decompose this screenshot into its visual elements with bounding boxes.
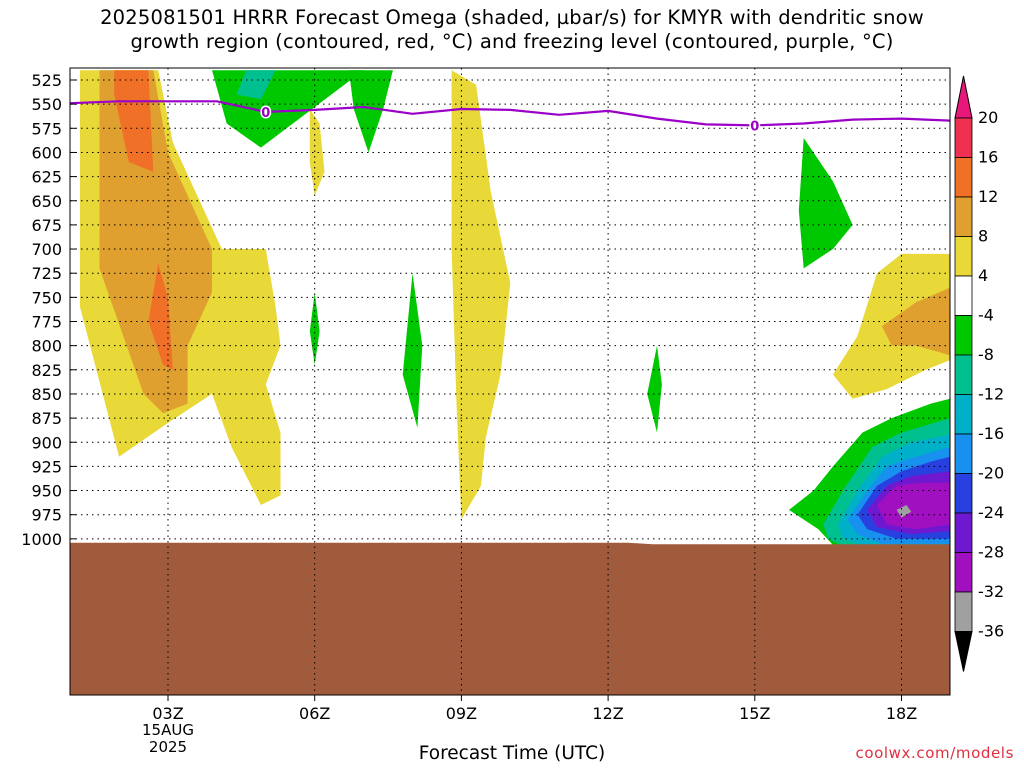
shaded-region-neg4	[647, 345, 662, 433]
y-tick-label: 625	[31, 168, 62, 187]
colorbar-swatch	[954, 315, 973, 356]
ground-fill	[70, 542, 950, 695]
colorbar-top-arrow	[954, 75, 973, 119]
y-tick-label: 550	[31, 95, 62, 114]
y-tick-label: 800	[31, 337, 62, 356]
shaded-region-neg4	[402, 273, 423, 428]
y-tick-label: 925	[31, 457, 62, 476]
colorbar-bottom-arrow	[954, 631, 973, 672]
colorbar-label: -4	[978, 306, 994, 325]
chart-title-line1: 2025081501 HRRR Forecast Omega (shaded, …	[100, 6, 924, 29]
colorbar-swatch	[954, 512, 973, 553]
freezing-level-contour-label: 0	[261, 106, 270, 121]
y-tick-label: 1000	[21, 530, 62, 549]
y-tick-label: 650	[31, 192, 62, 211]
shaded-region-pos12	[148, 263, 173, 370]
shaded-region-neg4	[348, 70, 393, 153]
colorbar-swatch	[954, 473, 973, 514]
plot-frame	[69, 67, 951, 696]
shaded-region-neg28	[877, 482, 950, 530]
freezing-level-contour: 00	[70, 100, 951, 136]
colorbar-label: 12	[978, 187, 998, 206]
x-tick-label: 12Z	[592, 704, 623, 723]
x-tick-label: 18Z	[886, 704, 917, 723]
y-tick-label: 575	[31, 119, 62, 138]
omega-shading	[80, 70, 950, 551]
colorbar: 20 16 12 8 4 -4 -8 -12 -16 -20 -24 -28 -32 -36	[954, 75, 1004, 672]
colorbar-label: -32	[978, 582, 1004, 601]
freezing-level-line	[70, 100, 951, 127]
y-tick-label: 975	[31, 506, 62, 525]
x-tick-label: 15Z	[739, 704, 770, 723]
date-label-year: 2025	[148, 738, 188, 756]
x-tick-label: 03Z	[152, 704, 183, 723]
colorbar-label: 16	[978, 148, 998, 167]
y-tick-label: 950	[31, 482, 62, 501]
x-axis: 03Z 06Z 09Z 12Z 15Z 18Z	[152, 695, 917, 723]
colorbar-label: 4	[978, 266, 988, 285]
y-axis: 525 550 575 600 625 650 675 700 725 750 775 800 825 8…	[21, 71, 76, 549]
y-tick-label: 525	[31, 71, 62, 90]
y-tick-label: 875	[31, 409, 62, 428]
colorbar-label: -20	[978, 464, 1004, 483]
y-tick-label: 675	[31, 216, 62, 235]
shaded-region-neg4	[798, 138, 853, 269]
credit-link[interactable]: coolwx.com/models	[855, 744, 1014, 762]
colorbar-label: -12	[978, 385, 1004, 404]
shaded-region-neg4	[309, 292, 320, 365]
shaded-region-neg32	[896, 505, 912, 518]
date-label: 15AUG 2025	[120, 722, 216, 756]
colorbar-label: 20	[978, 108, 998, 127]
colorbar-swatch	[954, 394, 973, 435]
date-label-day: 15AUG	[142, 721, 194, 739]
x-tick-label: 06Z	[299, 704, 330, 723]
colorbar-label: 8	[978, 227, 988, 246]
grid-lines	[70, 68, 950, 695]
y-tick-label: 825	[31, 361, 62, 380]
colorbar-swatch	[954, 117, 973, 158]
y-tick-label: 725	[31, 264, 62, 283]
y-tick-label: 600	[31, 143, 62, 162]
colorbar-label: -24	[978, 503, 1004, 522]
chart-title: 2025081501 HRRR Forecast Omega (shaded, …	[0, 6, 1024, 54]
chart-title-line2: growth region (contoured, red, °C) and f…	[130, 30, 894, 53]
shaded-region-neg8	[236, 70, 276, 100]
y-tick-label: 775	[31, 313, 62, 332]
colorbar-swatch	[954, 236, 973, 277]
freezing-level-contour-label: 0	[750, 119, 759, 134]
shaded-region-pos12	[114, 70, 154, 172]
colorbar-swatch	[954, 591, 973, 632]
colorbar-label: -16	[978, 424, 1004, 443]
colorbar-swatch	[954, 275, 973, 316]
y-tick-label: 750	[31, 288, 62, 307]
x-tick-label: 09Z	[446, 704, 477, 723]
y-tick-label: 850	[31, 385, 62, 404]
ground-layer	[70, 542, 950, 695]
colorbar-label: -36	[978, 622, 1004, 641]
colorbar-swatch	[954, 433, 973, 474]
y-tick-label: 900	[31, 433, 62, 452]
colorbar-swatch	[954, 157, 973, 198]
shaded-region-pos4	[309, 109, 325, 196]
shaded-region-pos4	[451, 70, 511, 520]
colorbar-swatch	[954, 196, 973, 237]
x-axis-title: Forecast Time (UTC)	[418, 743, 606, 764]
colorbar-swatch	[954, 552, 973, 593]
colorbar-swatch	[954, 354, 973, 395]
shaded-region-pos8	[881, 287, 950, 356]
colorbar-label: -8	[978, 345, 994, 364]
y-tick-label: 700	[31, 240, 62, 259]
colorbar-label: -28	[978, 543, 1004, 562]
